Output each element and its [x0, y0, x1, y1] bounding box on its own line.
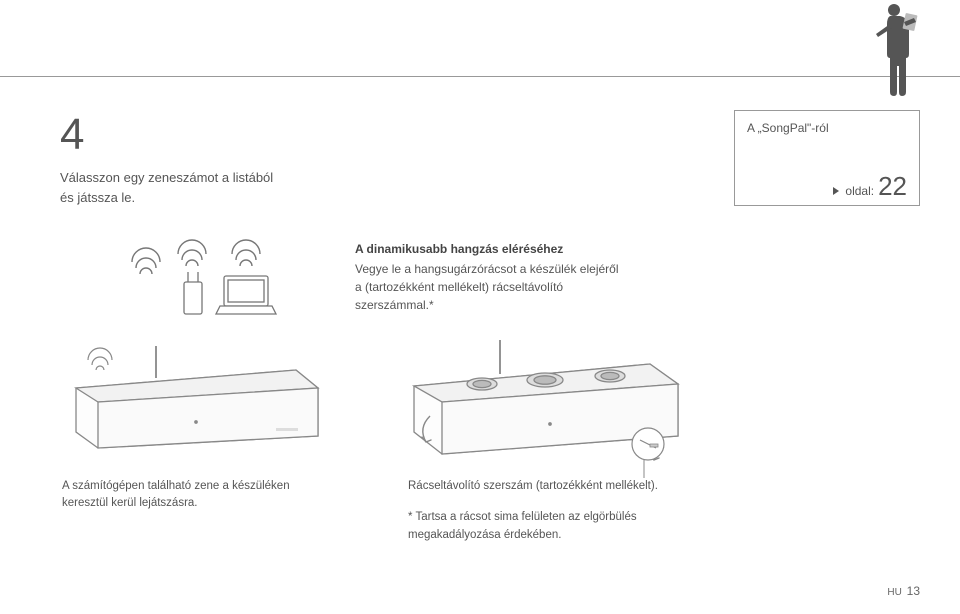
arrow-right-icon — [833, 187, 839, 195]
page-label: oldal: — [845, 184, 874, 198]
speaker-grille-removal-illustration — [400, 336, 700, 491]
person-reading-icon — [854, 0, 920, 105]
caption-right-footnote: * Tartsa a rácsot sima felületen az elgö… — [408, 509, 728, 544]
horizontal-rule — [0, 76, 960, 77]
dynamic-sound-tip: A dinamikusabb hangzás eléréséhez Vegye … — [355, 240, 695, 314]
footnote-line1: * Tartsa a rácsot sima felületen az elgö… — [408, 511, 637, 523]
info-box-page-ref: oldal: 22 — [747, 171, 907, 202]
caption-computer-playback: A számítógépen található zene a készülék… — [62, 478, 342, 513]
footnote-line2: megakadályozása érdekében. — [408, 529, 561, 541]
info-box-title: A „SongPal"-ról — [747, 121, 907, 135]
footer-page-num: 13 — [907, 584, 920, 598]
dynamic-sound-line3: szerszámmal.* — [355, 298, 434, 312]
caption-left-line2: keresztül kerül lejátszásra. — [62, 497, 198, 509]
step-line1: Válasszon egy zeneszámot a listából — [60, 170, 273, 185]
step-instruction: Válasszon egy zeneszámot a listából és j… — [60, 168, 273, 207]
songpal-info-box: A „SongPal"-ról oldal: 22 — [734, 110, 920, 206]
footer-lang: HU — [887, 587, 901, 598]
dynamic-sound-line1: Vegye le a hangsugárzórácsot a készülék … — [355, 262, 619, 276]
speaker-front-illustration — [66, 340, 326, 465]
caption-right-line1: Rácseltávolító szerszám (tartozékként me… — [408, 480, 658, 492]
caption-left-line1: A számítógépen található zene a készülék… — [62, 480, 290, 492]
step-line2: és játssza le. — [60, 190, 135, 205]
dynamic-sound-line2: a (tartozékként mellékelt) rácseltávolít… — [355, 280, 563, 294]
step-number: 4 — [60, 110, 84, 160]
caption-grille-tool: Rácseltávolító szerszám (tartozékként me… — [408, 478, 728, 544]
dynamic-sound-heading: A dinamikusabb hangzás eléréséhez — [355, 240, 695, 258]
wifi-devices-illustration — [112, 232, 292, 337]
page-number: 22 — [878, 171, 907, 202]
page-footer: HU 13 — [887, 584, 920, 598]
